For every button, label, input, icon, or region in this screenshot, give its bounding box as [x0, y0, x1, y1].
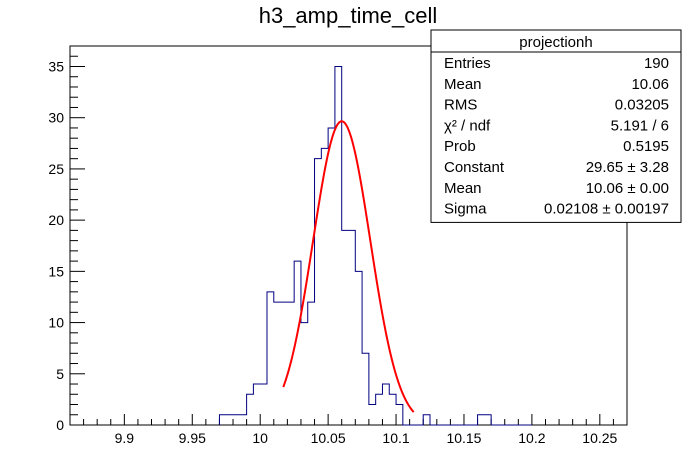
stats-row-value: 10.06 [631, 76, 669, 93]
stats-row-value: 10.06 ± 0.00 [586, 180, 669, 197]
x-tick-label: 9.95 [179, 430, 206, 446]
x-tick-label: 10.2 [518, 430, 545, 446]
histogram [218, 65, 532, 426]
stats-box: projectionh Entries 190 Mean 10.06 RMS 0.03205… [430, 29, 682, 223]
y-tick-label: 35 [48, 58, 64, 74]
stats-row-value: 29.65 ± 3.28 [586, 159, 669, 176]
x-tick-label: 10.15 [446, 430, 481, 446]
stats-row-label: Constant [444, 159, 505, 176]
y-tick-label: 5 [56, 366, 64, 382]
stats-row-value: 5.191 / 6 [611, 117, 669, 134]
stats-row-value: 190 [644, 55, 669, 72]
x-tick-label: 10.25 [582, 430, 617, 446]
y-tick-label: 15 [48, 263, 64, 279]
y-tick-label: 10 [48, 315, 64, 331]
axes: 9.9 9.95 10 10.05 10.1 10.15 10.2 10.25 0 5 10 15 20… [48, 45, 628, 446]
stats-row-label: Entries [444, 55, 491, 72]
x-tick-label: 10.05 [311, 430, 346, 446]
stats-row-label: Prob [444, 138, 476, 155]
stats-row-label: χ² / ndf [444, 117, 491, 134]
x-tick-label: 10 [252, 430, 268, 446]
gaussian-fit [282, 120, 415, 413]
stats-row-label: RMS [444, 97, 477, 114]
stats-row-value: 0.02108 ± 0.00197 [544, 201, 669, 218]
stats-row-label: Mean [444, 76, 482, 93]
y-tick-label: 25 [48, 161, 64, 177]
x-tick-label: 9.9 [115, 430, 135, 446]
y-tick-label: 0 [56, 417, 64, 433]
y-tick-label: 30 [48, 110, 64, 126]
stats-row-value: 0.5195 [623, 138, 669, 155]
x-tick-label: 10.1 [382, 430, 409, 446]
stats-row-value: 0.03205 [615, 97, 669, 114]
stats-row-label: Mean [444, 180, 482, 197]
y-tick-label: 20 [48, 212, 64, 228]
plot-frame [69, 45, 628, 426]
histogram-outline [218, 65, 532, 426]
stats-box-title: projectionh [519, 34, 592, 51]
stats-row-label: Sigma [444, 201, 487, 218]
chart-title: h3_amp_time_cell [259, 3, 438, 28]
fit-curve [282, 120, 415, 413]
stats-box-frame [430, 29, 682, 223]
